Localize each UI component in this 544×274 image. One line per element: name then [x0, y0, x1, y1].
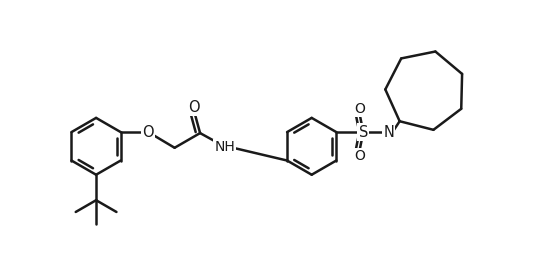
Text: S: S [358, 125, 368, 139]
Text: O: O [354, 149, 365, 163]
Text: O: O [354, 102, 365, 116]
Text: O: O [142, 125, 153, 139]
Text: N: N [384, 125, 394, 139]
Text: NH: NH [214, 140, 235, 154]
Text: O: O [188, 100, 200, 115]
